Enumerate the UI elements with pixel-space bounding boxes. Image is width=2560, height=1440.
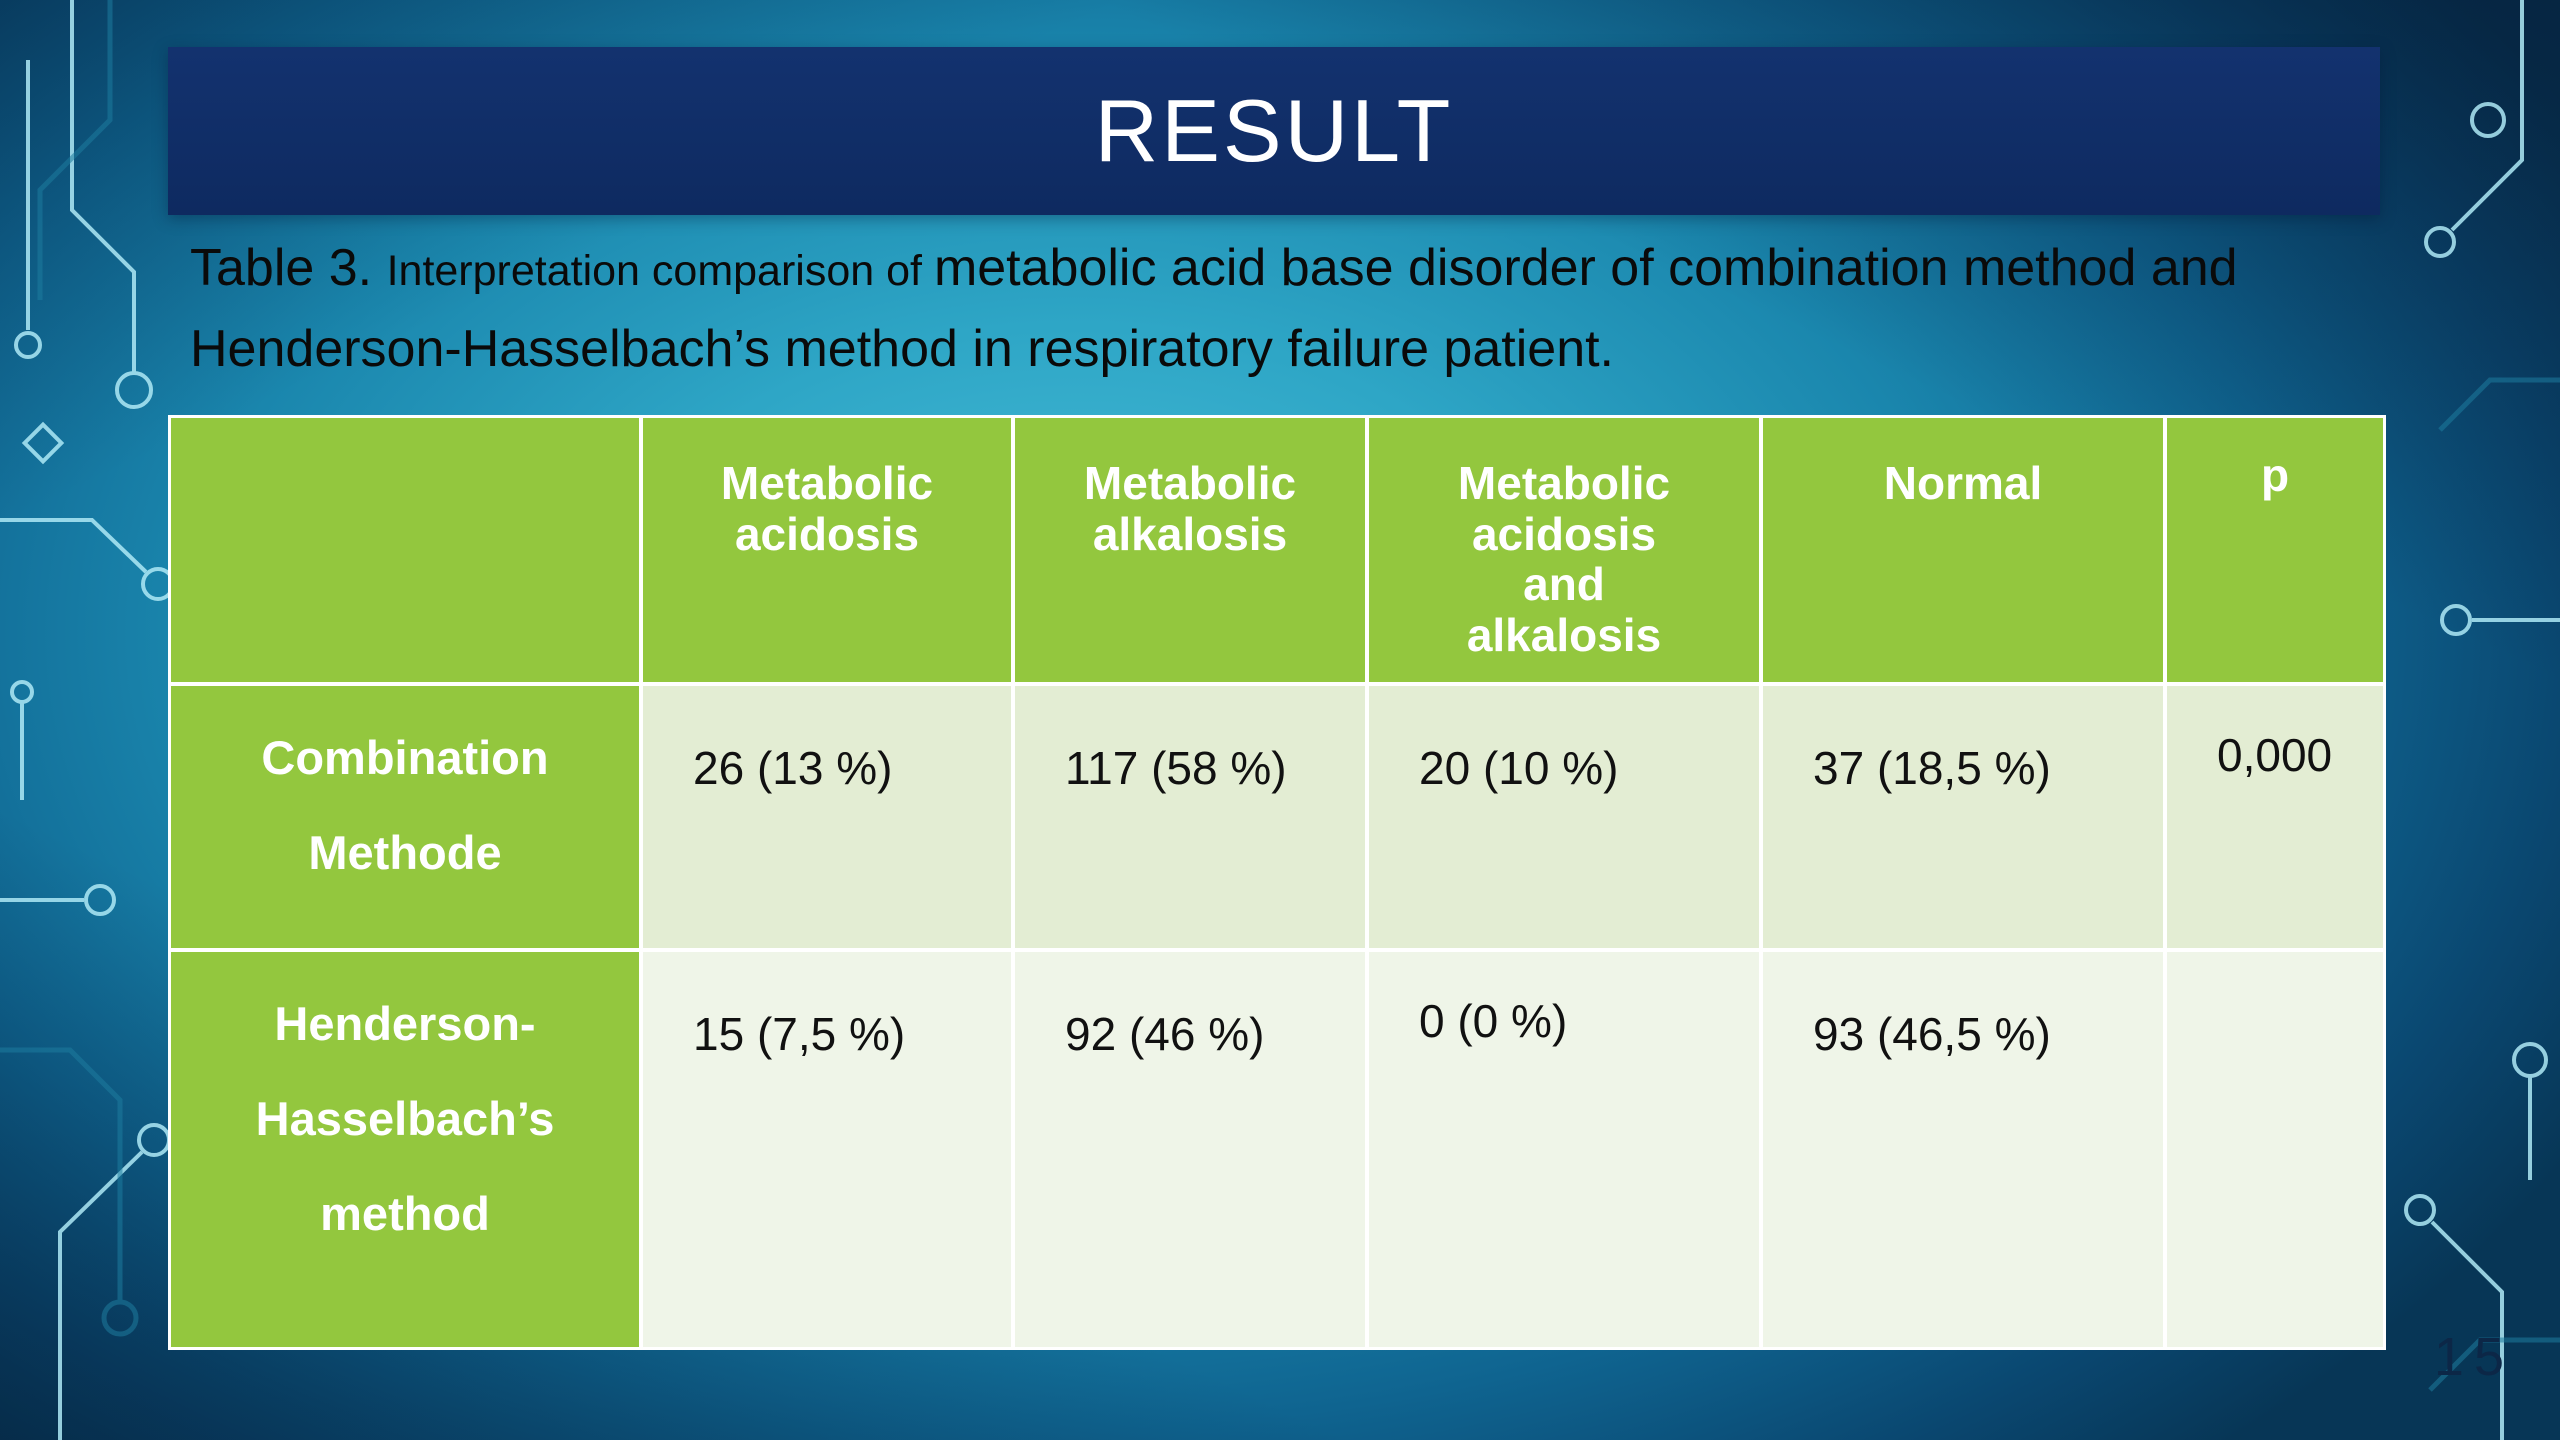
row-label-line: method [320, 1187, 490, 1240]
header-cell-empty [171, 418, 639, 682]
row-label-line: Henderson- [274, 997, 536, 1050]
header-label: Normal [1883, 457, 2043, 509]
data-cell: 26 (13 %) [643, 686, 1011, 948]
table-caption: Table 3. Interpretation comparison of me… [190, 228, 2300, 389]
row-label-line: Methode [308, 826, 502, 879]
circuit-decoration-right-dark [2428, 377, 2560, 1392]
caption-small-text: Interpretation comparison of [386, 247, 934, 295]
data-cell: 20 (10 %) [1369, 686, 1759, 948]
circuit-decoration-left [0, 0, 175, 1440]
header-cell-p: p [2167, 418, 2383, 682]
page-number: 15 [2433, 1327, 2514, 1387]
caption-table-number: Table 3. [190, 239, 387, 297]
header-label: Metabolic alkalosis [1083, 457, 1297, 560]
results-table: Metabolic acidosis Metabolic alkalosis M… [168, 415, 2386, 1350]
header-cell-metabolic-acidosis: Metabolic acidosis [643, 418, 1011, 682]
header-label: Metabolic acidosis [720, 457, 934, 560]
data-cell: 92 (46 %) [1015, 952, 1365, 1347]
row-label-line: Hasselbach’s [255, 1092, 555, 1145]
data-cell: 117 (58 %) [1015, 686, 1365, 948]
caption-main-text: metabolic acid base disorder of combinat… [190, 239, 2238, 378]
data-cell-p-value: 0,000 [2167, 686, 2383, 948]
header-label: p [2260, 449, 2290, 501]
title-bar: RESULT [168, 47, 2380, 215]
header-cell-metabolic-acidosis-and-alkalosis: Metabolic acidosis and alkalosis [1369, 418, 1759, 682]
data-cell: 93 (46,5 %) [1763, 952, 2163, 1347]
data-cell: 37 (18,5 %) [1763, 686, 2163, 948]
header-cell-normal: Normal [1763, 418, 2163, 682]
row-label-henderson-hasselbach: Henderson- Hasselbach’s method [171, 952, 639, 1347]
row-label-combination-methode: Combination Methode [171, 686, 639, 948]
data-cell: 0 (0 %) [1369, 952, 1759, 1347]
header-label: Metabolic acidosis and alkalosis [1457, 457, 1671, 661]
header-cell-metabolic-alkalosis: Metabolic alkalosis [1015, 418, 1365, 682]
circuit-decoration-left-dark [0, 0, 139, 1337]
data-cell: 15 (7,5 %) [643, 952, 1011, 1347]
slide-title: RESULT [1094, 81, 1454, 180]
row-label-line: Combination [261, 731, 549, 784]
data-cell-p-empty [2167, 952, 2383, 1347]
circuit-decoration-right [2404, 0, 2560, 1440]
